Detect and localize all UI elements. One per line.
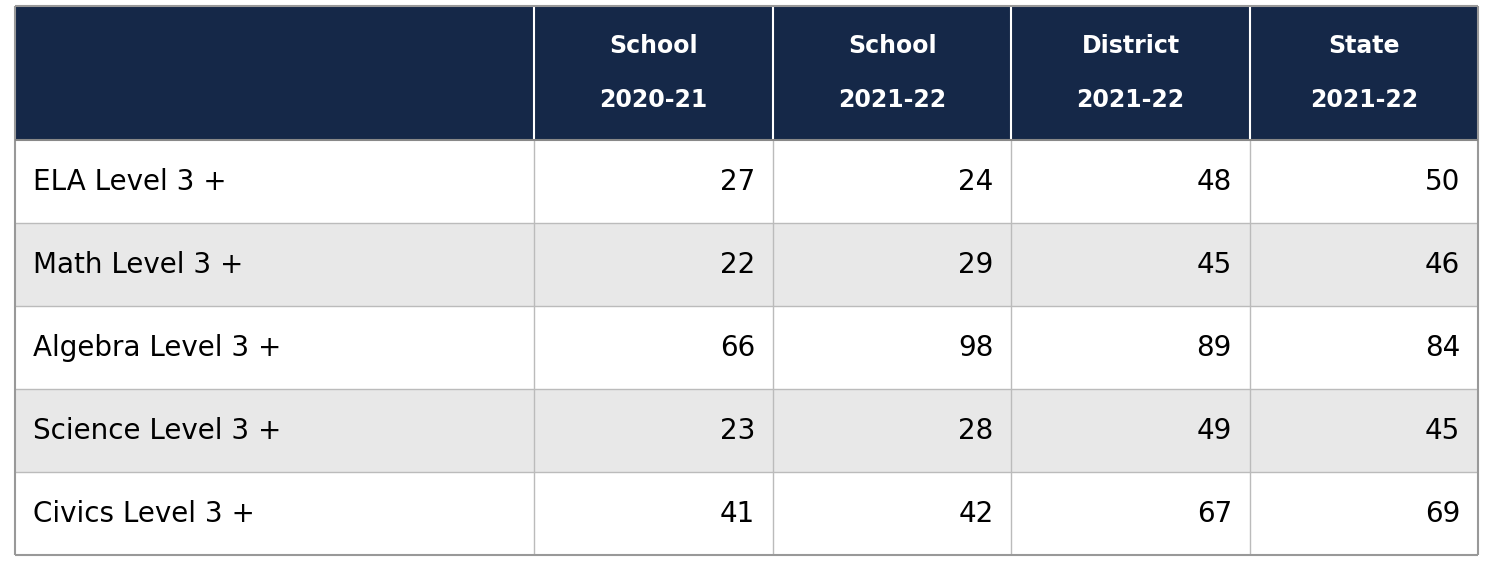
Bar [15, 306, 1478, 389]
Text: 2020-21: 2020-21 [600, 88, 708, 112]
Text: 22: 22 [720, 251, 755, 279]
Text: State: State [1329, 34, 1400, 58]
Bar [15, 472, 1478, 555]
Text: 48: 48 [1197, 168, 1232, 196]
Text: 27: 27 [720, 168, 755, 196]
Text: 23: 23 [720, 417, 755, 445]
Text: 89: 89 [1196, 334, 1232, 362]
Bar [15, 6, 1478, 140]
Bar [15, 223, 1478, 306]
Text: School: School [848, 34, 936, 58]
Bar [15, 140, 1478, 223]
Text: 2021-22: 2021-22 [1076, 88, 1184, 112]
Text: 46: 46 [1424, 251, 1460, 279]
Text: 2021-22: 2021-22 [1309, 88, 1418, 112]
Text: 29: 29 [959, 251, 993, 279]
Text: 84: 84 [1424, 334, 1460, 362]
Text: District: District [1081, 34, 1179, 58]
Text: Civics Level 3 +: Civics Level 3 + [33, 500, 255, 528]
Text: Algebra Level 3 +: Algebra Level 3 + [33, 334, 281, 362]
Text: Math Level 3 +: Math Level 3 + [33, 251, 243, 279]
Text: 28: 28 [959, 417, 993, 445]
Text: 50: 50 [1424, 168, 1460, 196]
Text: 49: 49 [1196, 417, 1232, 445]
Bar [15, 389, 1478, 472]
Text: 42: 42 [959, 500, 993, 528]
Text: 45: 45 [1424, 417, 1460, 445]
Text: ELA Level 3 +: ELA Level 3 + [33, 168, 227, 196]
Text: 69: 69 [1424, 500, 1460, 528]
Text: School: School [609, 34, 697, 58]
Text: 66: 66 [720, 334, 755, 362]
Text: 2021-22: 2021-22 [838, 88, 947, 112]
Text: 98: 98 [959, 334, 993, 362]
Text: 41: 41 [720, 500, 755, 528]
Text: 45: 45 [1197, 251, 1232, 279]
Text: 24: 24 [959, 168, 993, 196]
Text: Science Level 3 +: Science Level 3 + [33, 417, 281, 445]
Text: 67: 67 [1197, 500, 1232, 528]
